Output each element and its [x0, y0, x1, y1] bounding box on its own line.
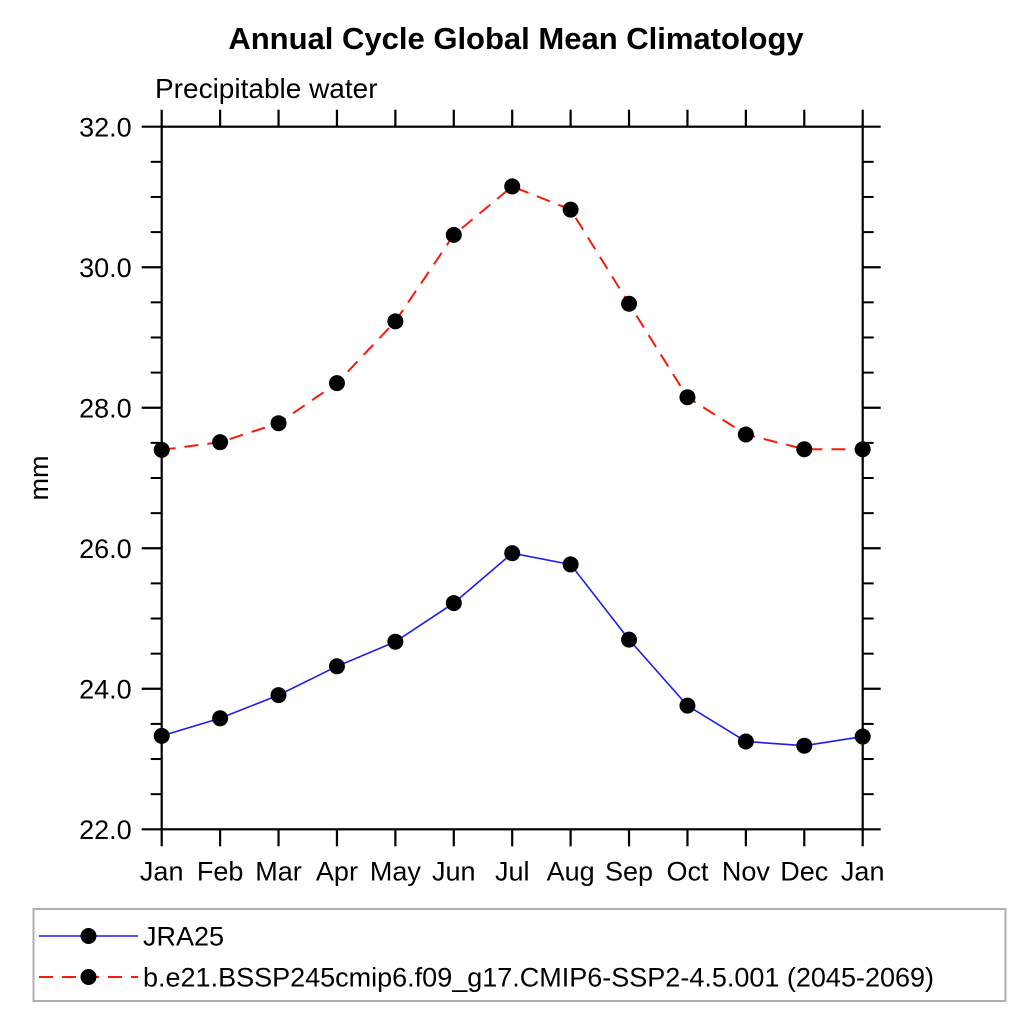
legend-sample-marker-icon	[80, 969, 97, 985]
series-line-1	[161, 185, 863, 451]
data-point-marker	[212, 434, 229, 451]
chart-subtitle: Precipitable water	[155, 73, 378, 104]
legend-entry-ssp245: b.e21.BSSP245cmip6.f09_g17.CMIP6-SSP2-4.…	[39, 963, 934, 993]
x-tick-label: May	[370, 856, 422, 886]
data-point-marker	[562, 201, 579, 218]
plot-frame	[160, 125, 864, 831]
data-point-marker	[153, 441, 170, 458]
data-point-marker	[387, 313, 404, 330]
data-point-marker	[212, 710, 229, 727]
legend-label-ssp245: b.e21.BSSP245cmip6.f09_g17.CMIP6-SSP2-4.…	[143, 963, 934, 993]
legend: JRA25 b.e21.BSSP245cmip6.f09_g17.CMIP6-S…	[32, 908, 1007, 1002]
data-point-marker	[854, 441, 871, 458]
y-axis-label: mm	[24, 456, 54, 501]
x-tick-label: Sep	[605, 856, 653, 886]
y-tick-label: 22.0	[79, 815, 132, 845]
series-line-0	[161, 552, 863, 747]
x-tick-label: Mar	[255, 856, 302, 886]
legend-label-jra25: JRA25	[143, 922, 224, 952]
data-point-marker	[504, 178, 521, 195]
series-layer	[153, 178, 871, 754]
data-point-marker	[328, 658, 345, 675]
x-tick-label: Apr	[316, 856, 358, 886]
x-tick-label: Jan	[140, 856, 184, 886]
legend-box	[32, 908, 1007, 1002]
data-point-marker	[621, 631, 638, 648]
x-tick-label: Oct	[666, 856, 709, 886]
y-tick-label: 24.0	[79, 675, 132, 705]
data-point-marker	[562, 556, 579, 573]
x-tick-label: Aug	[547, 856, 595, 886]
data-point-marker	[737, 733, 754, 750]
x-tick-label: Jun	[432, 856, 476, 886]
y-tick-label: 30.0	[79, 253, 132, 283]
data-point-marker	[504, 545, 521, 562]
data-point-marker	[621, 295, 638, 312]
data-point-marker	[679, 389, 696, 406]
x-tick-label: Jul	[495, 856, 530, 886]
x-tick-label: Nov	[722, 856, 771, 886]
data-point-marker	[854, 728, 871, 745]
x-tick-label: Dec	[780, 856, 828, 886]
data-point-marker	[796, 737, 813, 754]
data-point-marker	[796, 441, 813, 458]
data-point-marker	[328, 375, 345, 392]
y-tick-label: 28.0	[79, 393, 132, 423]
data-point-marker	[270, 687, 287, 704]
x-tick-label: Jan	[841, 856, 885, 886]
data-point-marker	[445, 226, 462, 243]
legend-sample-marker-icon	[80, 928, 97, 944]
legend-entry-jra25: JRA25	[39, 922, 224, 952]
data-point-marker	[387, 633, 404, 650]
data-point-marker	[153, 727, 170, 744]
data-point-marker	[737, 426, 754, 443]
plot-frame-layer: 22.0 24.0 26.0 28.0 30.0 32.0 Jan Feb Mar Apr May J…	[79, 109, 885, 886]
data-point-marker	[445, 595, 462, 612]
chart-title: Annual Cycle Global Mean Climatology	[228, 21, 804, 56]
data-point-marker	[679, 697, 696, 714]
x-tick-label: Feb	[197, 856, 244, 886]
data-point-marker	[270, 415, 287, 432]
y-tick-label: 32.0	[79, 112, 132, 142]
y-tick-label: 26.0	[79, 534, 132, 564]
